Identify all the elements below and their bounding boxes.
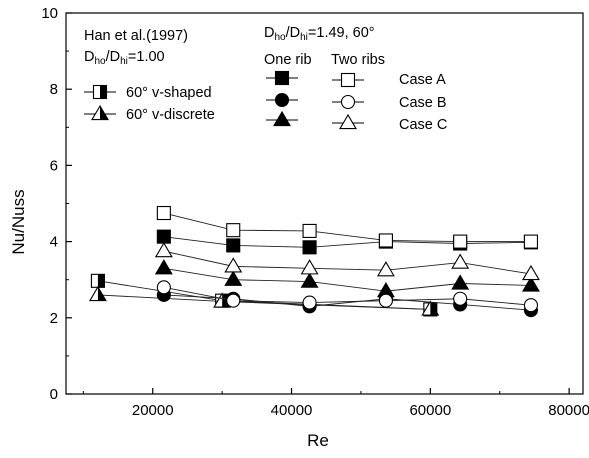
legend-marker-case-a-two-ribs <box>340 72 356 88</box>
han-ratio-val: =1.00 <box>128 49 165 65</box>
series-6 <box>156 280 539 313</box>
series-1 <box>88 285 440 316</box>
present-ratio-main: D <box>264 25 274 41</box>
legend-one-rib-header: One rib <box>264 52 312 68</box>
legend-label-case-c: Case C <box>399 117 447 133</box>
data-point <box>302 223 317 238</box>
data-point <box>226 223 241 238</box>
data-point <box>451 274 470 290</box>
x-tick-label: 20000 <box>132 402 174 419</box>
data-point <box>378 293 393 308</box>
x-tick-label: 80000 <box>548 402 589 419</box>
data-point <box>224 257 243 273</box>
legend-marker-v-shaped <box>92 84 108 100</box>
data-point <box>226 238 241 253</box>
y-tick-label: 6 <box>50 157 58 174</box>
data-point <box>521 276 540 292</box>
series-7 <box>154 242 540 281</box>
data-series <box>88 205 540 318</box>
legend-marker-case-a-one-rib <box>274 70 290 86</box>
series-line <box>163 236 531 248</box>
legend-label-v-shaped: 60° v-shaped <box>126 85 212 101</box>
data-point <box>88 285 107 302</box>
data-point <box>226 293 241 308</box>
legend-label-case-b: Case B <box>399 95 447 111</box>
present-ratio-sub-ho: ho <box>274 32 286 43</box>
present-ratio-val: =1.49, 60° <box>308 25 375 41</box>
data-point <box>451 253 470 269</box>
data-point <box>521 264 540 281</box>
legend-han-ratio: Dho/Dhi=1.00 <box>84 49 165 67</box>
x-tick-label: 40000 <box>271 402 313 419</box>
legend-two-ribs-header: Two ribs <box>331 52 385 68</box>
y-tick-label: 8 <box>50 81 58 98</box>
data-point <box>523 298 539 313</box>
legend-present-ratio: Dho/Dhi=1.49, 60° <box>264 25 375 43</box>
data-point <box>302 295 317 310</box>
legend-label-v-discrete: 60° v-discrete <box>126 107 215 123</box>
han-ratio-sub-hi: hi <box>120 56 128 67</box>
data-point <box>453 291 468 306</box>
data-point <box>378 233 393 248</box>
legend-marker-v-discrete <box>91 104 109 121</box>
series-line <box>163 286 531 306</box>
data-point <box>300 272 319 288</box>
han-ratio-mid: /D <box>106 49 121 65</box>
legend-marker-case-c-two-ribs <box>339 113 357 130</box>
data-point <box>376 261 395 277</box>
y-tick-label: 10 <box>41 5 58 22</box>
data-point <box>156 280 171 295</box>
legend-marker-case-b-one-rib <box>274 92 290 108</box>
data-point <box>156 229 171 244</box>
legend-marker-case-c-one-rib <box>273 110 291 127</box>
han-ratio-main: D <box>84 49 94 65</box>
plot-frame <box>65 12 584 395</box>
han-ratio-sub-ho: ho <box>94 56 106 67</box>
series-3 <box>156 287 539 318</box>
series-line <box>163 212 531 243</box>
legend-symbols <box>84 70 364 130</box>
data-point <box>300 259 319 275</box>
present-ratio-mid: /D <box>286 25 301 41</box>
present-ratio-sub-hi: hi <box>300 32 308 43</box>
legend-han-title: Han et al.(1997) <box>84 28 188 44</box>
data-point <box>224 270 243 286</box>
data-point <box>154 242 173 258</box>
y-tick-label: 0 <box>50 386 58 403</box>
data-point <box>90 273 105 288</box>
data-point <box>523 234 539 249</box>
legend-label-case-a: Case A <box>399 72 446 88</box>
x-axis-label: Re <box>307 431 329 450</box>
legend-marker-case-b-two-ribs <box>340 94 356 110</box>
data-point <box>156 205 171 221</box>
data-point <box>302 240 317 255</box>
y-tick-label: 2 <box>50 310 58 327</box>
y-axis-label: Nu/Nuss <box>9 189 28 254</box>
series-line <box>163 250 532 275</box>
data-point <box>154 259 173 275</box>
series-line <box>163 267 531 292</box>
x-tick-label: 60000 <box>409 402 451 419</box>
data-point <box>421 300 440 316</box>
y-tick-label: 4 <box>50 234 58 251</box>
data-point <box>453 234 468 249</box>
series-5 <box>156 205 539 249</box>
axis-ticks: 20000 40000 60000 80000 0 2 4 6 8 10 <box>41 5 589 419</box>
series-4 <box>154 259 540 298</box>
